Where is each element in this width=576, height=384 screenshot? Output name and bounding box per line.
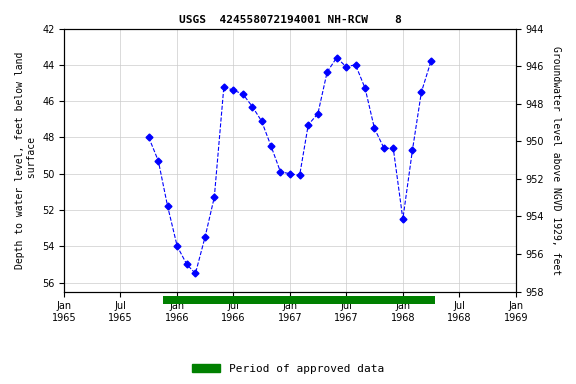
Bar [162, 296, 435, 304]
Y-axis label: Groundwater level above NGVD 1929, feet: Groundwater level above NGVD 1929, feet [551, 46, 561, 275]
Title: USGS  424558072194001 NH-RCW    8: USGS 424558072194001 NH-RCW 8 [179, 15, 401, 25]
Legend: Period of approved data: Period of approved data [188, 359, 388, 379]
Y-axis label: Depth to water level, feet below land
 surface: Depth to water level, feet below land su… [15, 51, 37, 269]
